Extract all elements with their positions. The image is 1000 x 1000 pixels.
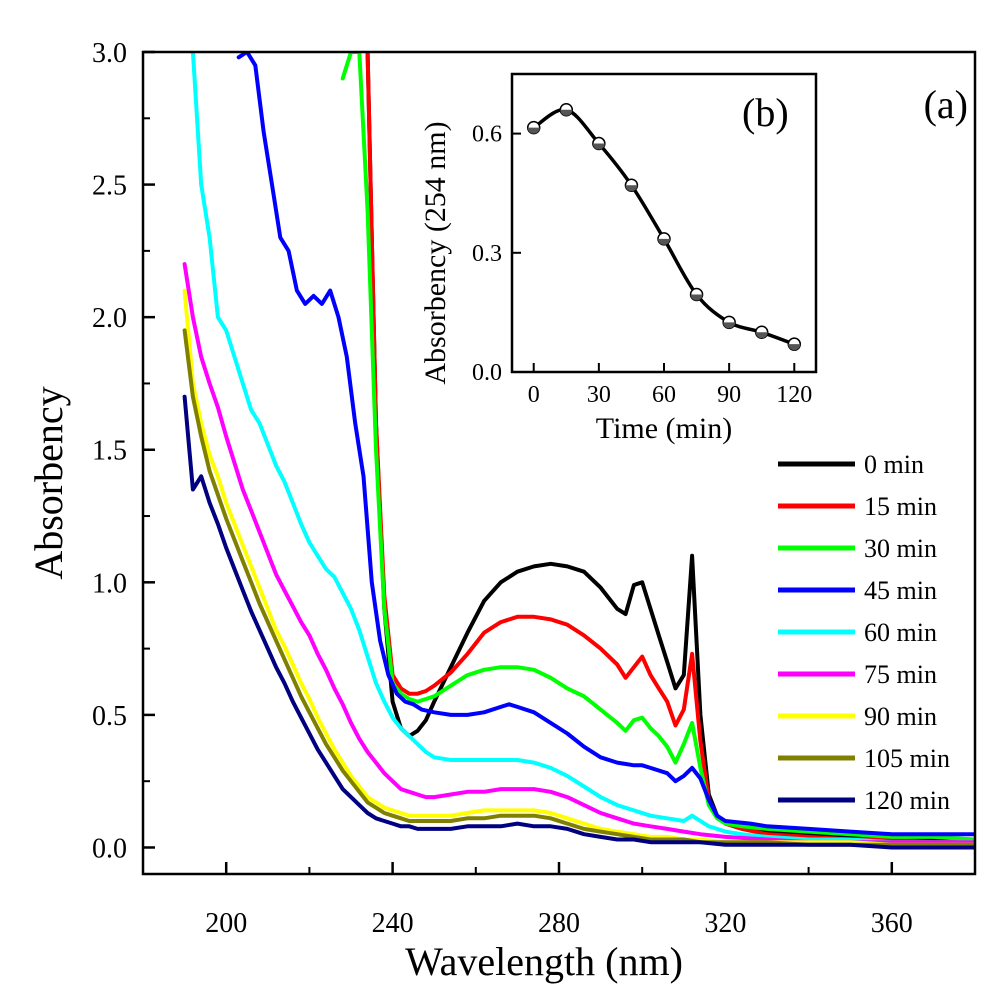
y-tick-label: 2.5 bbox=[92, 171, 127, 202]
legend-label: 30 min bbox=[864, 534, 937, 563]
inset-y-axis-title: Absorbency (254 nm) bbox=[419, 121, 452, 384]
x-tick-label: 200 bbox=[205, 908, 247, 939]
inset-y-tick-label: 0.0 bbox=[472, 360, 502, 386]
y-tick-label: 2.0 bbox=[92, 303, 127, 334]
x-tick-label: 320 bbox=[704, 908, 746, 939]
legend-label: 15 min bbox=[864, 492, 937, 521]
main-plot: 200 240 280 320 360 0.0 0.5 1.0 1.5 2.0 2.5 3.0 Wave… bbox=[26, 38, 977, 984]
series-line-30-min bbox=[340, 52, 975, 842]
inset-data-point-fill bbox=[560, 109, 573, 116]
legend-label: 0 min bbox=[864, 450, 924, 479]
inset-data-point-fill bbox=[755, 332, 768, 339]
legend-label: 60 min bbox=[864, 618, 937, 647]
series-line-120-min bbox=[182, 394, 975, 850]
series-line-90-min bbox=[182, 288, 975, 847]
y-tick-label: 1.0 bbox=[92, 568, 127, 599]
inset-data-point-fill bbox=[625, 185, 638, 192]
inset-data-point-fill bbox=[592, 143, 605, 150]
inset-plot: 0 30 60 90 120 0.0 0.3 0.6 Time (min) Absorbency … bbox=[419, 72, 818, 445]
panel-label-b: (b) bbox=[742, 90, 789, 135]
inset-data-point-fill bbox=[658, 238, 670, 245]
series-line-45-min bbox=[236, 52, 975, 837]
inset-x-tick-label: 120 bbox=[776, 382, 812, 408]
legend-label: 75 min bbox=[864, 660, 937, 689]
inset-y-tick-label: 0.3 bbox=[472, 241, 502, 267]
inset-y-tick-label: 0.6 bbox=[472, 122, 502, 148]
inset-data-point-fill bbox=[527, 127, 540, 134]
inset-data-point-fill bbox=[690, 294, 703, 301]
inset-data-point-fill bbox=[788, 344, 801, 351]
y-tick-label: 0.0 bbox=[92, 833, 127, 864]
series-line-60-min bbox=[190, 52, 975, 845]
x-tick-label: 360 bbox=[871, 908, 913, 939]
series-line-105-min bbox=[182, 328, 975, 847]
inset-x-tick-label: 0 bbox=[528, 382, 540, 408]
legend-label: 120 min bbox=[864, 786, 950, 815]
legend-label: 105 min bbox=[864, 744, 950, 773]
legend-label: 45 min bbox=[864, 576, 937, 605]
series-group bbox=[182, 52, 975, 850]
inset-x-axis-title: Time (min) bbox=[596, 412, 732, 445]
inset-x-tick-label: 90 bbox=[717, 382, 741, 408]
y-tick-label: 0.5 bbox=[92, 701, 127, 732]
y-tick-label: 3.0 bbox=[92, 38, 127, 69]
y-axis-title: Absorbency bbox=[26, 386, 71, 579]
legend-label: 90 min bbox=[864, 702, 937, 731]
x-tick-label: 280 bbox=[538, 908, 580, 939]
legend: 0 min 15 min 30 min 45 min 60 min 75 min 90 mi… bbox=[778, 450, 950, 815]
y-tick-label: 1.5 bbox=[92, 436, 127, 467]
inset-x-tick-label: 60 bbox=[652, 382, 676, 408]
inset-data-point-fill bbox=[723, 322, 736, 329]
x-tick-label: 240 bbox=[372, 908, 414, 939]
inset-x-tick-label: 30 bbox=[587, 382, 611, 408]
series-line-75-min bbox=[182, 262, 975, 845]
panel-label-a: (a) bbox=[924, 82, 968, 127]
x-axis-title: Wavelength (nm) bbox=[405, 939, 683, 984]
